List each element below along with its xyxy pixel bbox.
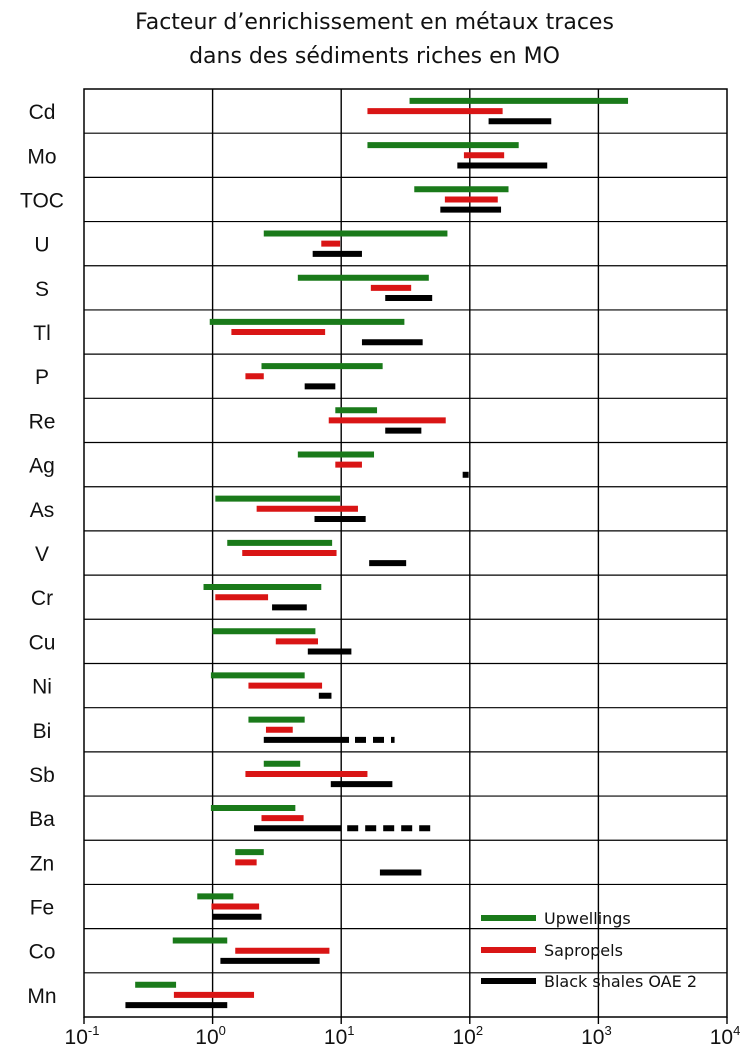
row-label-p: P [35,366,49,389]
chart-title-line-2: dans des sédiments riches en MO [189,44,560,69]
legend-label-black-shales: Black shales OAE 2 [544,972,697,991]
row-label-ni: Ni [32,676,52,699]
x-tick-label: 102 [453,1023,484,1049]
row-label-cu: Cu [29,631,56,654]
row-label-as: As [30,499,55,522]
x-tick-label: 104 [710,1023,741,1049]
row-label-ag: Ag [29,455,55,478]
x-tick-label: 101 [324,1023,355,1049]
row-label-cd: Cd [29,101,56,124]
x-tick-label: 100 [195,1023,226,1049]
row-label-re: Re [29,410,56,433]
chart-title-line-1: Facteur d’enrichissement en métaux trace… [135,10,614,35]
row-label-mo: Mo [27,145,56,168]
legend-label-sapropels: Sapropels [544,941,623,960]
row-label-cr: Cr [31,587,53,610]
row-label-toc: TOC [20,189,64,212]
row-label-sb: Sb [29,764,55,787]
row-label-co: Co [29,941,56,964]
row-label-tl: Tl [33,322,51,345]
row-label-ba: Ba [29,808,55,831]
row-label-v: V [35,543,49,566]
row-label-fe: Fe [30,897,55,920]
row-label-bi: Bi [33,720,52,743]
row-label-mn: Mn [27,985,56,1008]
x-tick-label: 10-1 [65,1023,100,1049]
legend-label-upwellings: Upwellings [544,909,631,928]
row-label-u: U [34,234,49,257]
row-label-zn: Zn [30,852,55,875]
x-tick-label: 103 [581,1023,612,1049]
plot-frame [83,88,728,1018]
row-label-s: S [35,278,49,301]
